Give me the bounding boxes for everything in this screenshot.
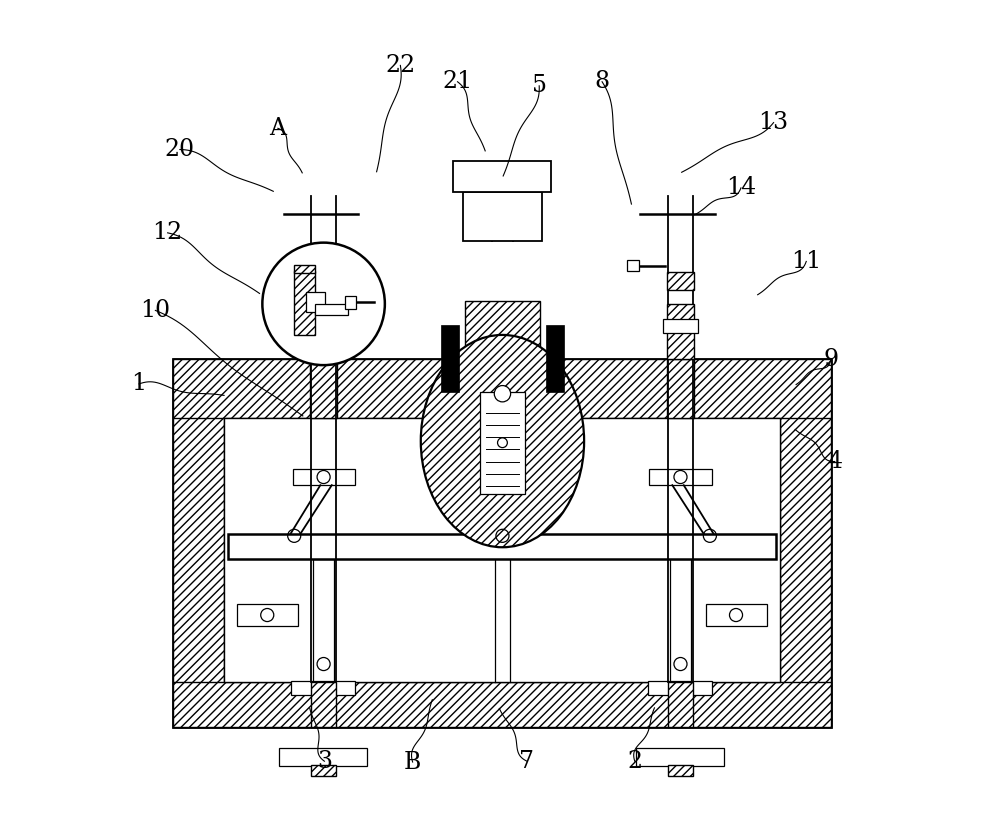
Circle shape [494,385,511,402]
Text: 8: 8 [595,70,610,93]
Bar [173,682,831,727]
Bar [313,559,334,682]
Text: 4: 4 [827,450,842,473]
Bar [706,605,767,625]
Text: 5: 5 [532,74,547,97]
Bar [668,766,693,776]
Bar [311,682,336,727]
Bar [546,325,564,392]
Bar [441,325,459,392]
Bar [465,300,540,360]
Bar [310,272,337,290]
Text: 14: 14 [726,177,756,200]
Text: 1: 1 [131,372,147,395]
Bar [780,360,831,727]
Bar [668,682,693,727]
Text: 20: 20 [165,138,195,161]
Text: B: B [404,751,421,774]
Bar [463,192,542,241]
Bar [649,469,712,485]
Bar [306,292,325,312]
Ellipse shape [421,335,584,547]
Bar [306,318,342,333]
Bar [310,360,337,418]
Bar [667,272,694,290]
Bar [294,271,315,335]
Bar [294,265,315,273]
Text: 11: 11 [791,250,821,273]
Bar [311,766,336,776]
Text: 13: 13 [759,111,789,134]
Text: 9: 9 [823,348,838,371]
Bar [315,304,348,315]
Circle shape [262,243,385,365]
Text: 22: 22 [385,54,415,77]
Text: 2: 2 [627,750,642,773]
Bar [480,392,525,494]
Bar [173,360,224,727]
Bar [667,360,694,418]
Bar [228,534,776,559]
Bar [667,304,694,360]
Bar [291,681,355,695]
Text: 7: 7 [519,750,534,773]
Text: 3: 3 [317,750,332,773]
Bar [173,360,831,727]
Bar [237,605,298,625]
Bar [648,681,712,695]
Bar [279,748,367,766]
Bar [453,161,551,192]
Bar [293,469,355,485]
Text: 21: 21 [442,70,473,93]
Bar [636,748,724,766]
Text: A: A [269,117,286,139]
Bar [627,260,639,271]
Text: 10: 10 [140,299,170,322]
Bar [173,360,831,418]
Bar [224,418,780,682]
Text: 12: 12 [152,221,183,244]
Bar [345,295,356,309]
Bar [663,318,698,333]
Bar [310,304,337,360]
Bar [670,559,691,682]
